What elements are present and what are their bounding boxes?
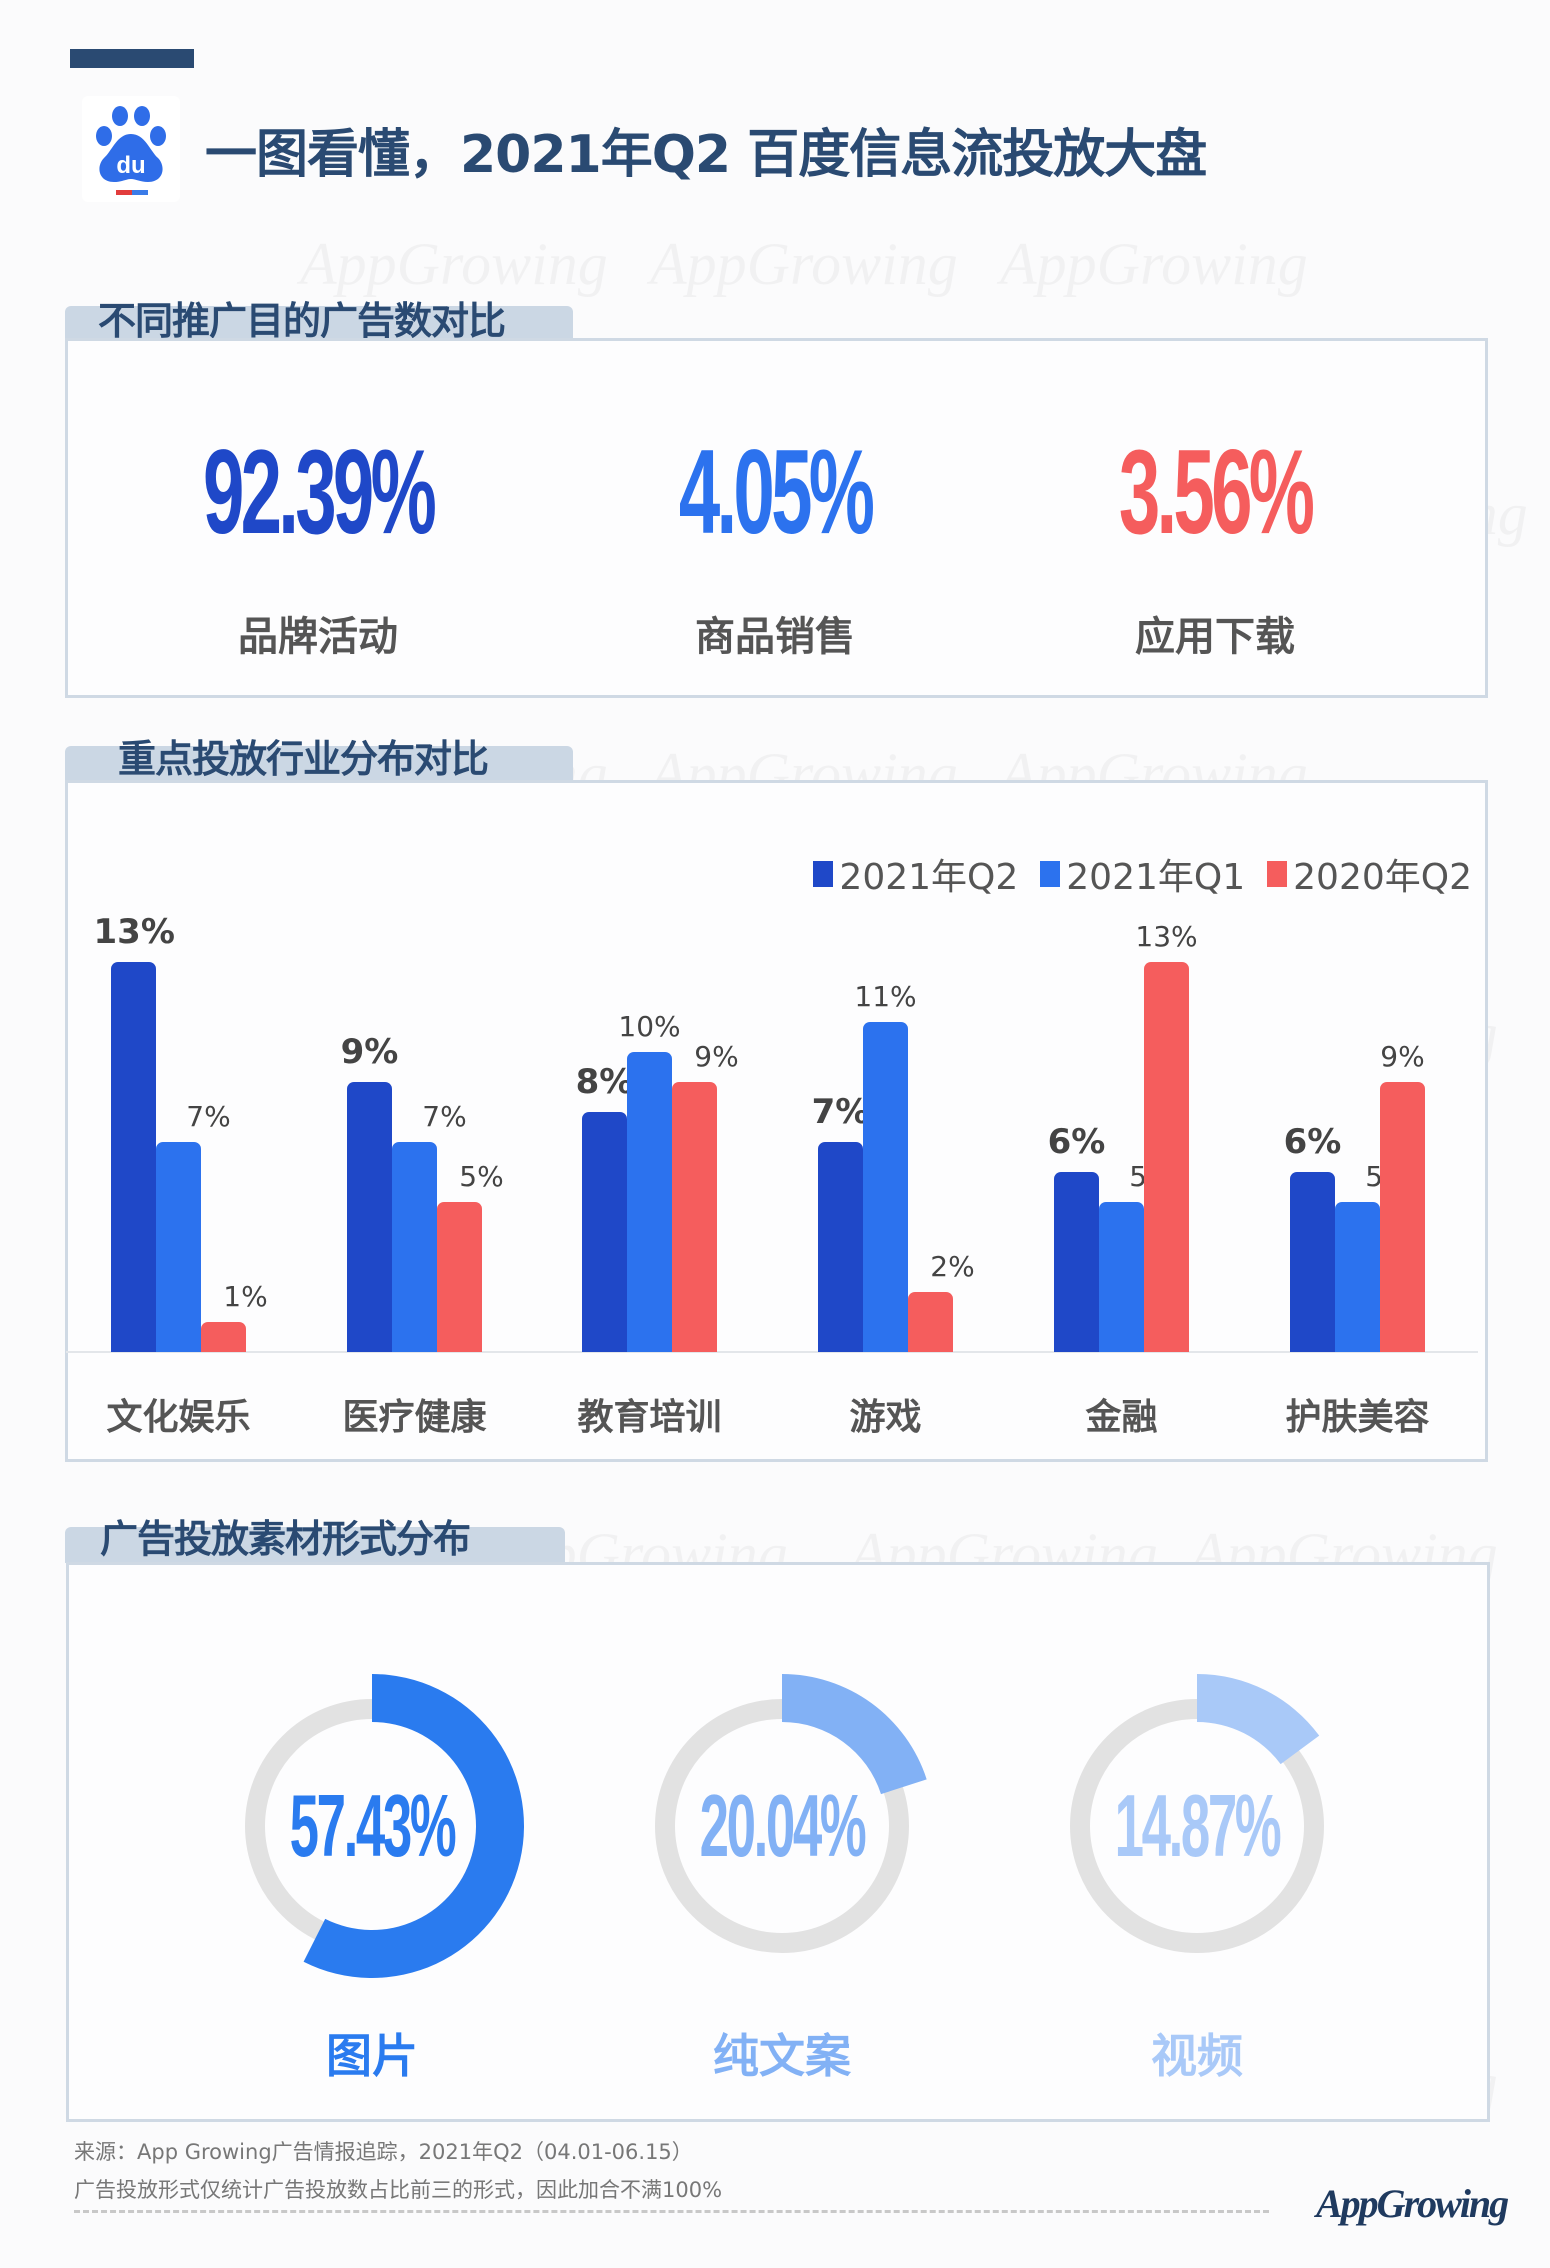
bar-value-label: 6%: [1047, 1122, 1106, 1162]
format-panel: [66, 1562, 1490, 2122]
legend-swatch: [1040, 861, 1061, 887]
legend-label: 2021年Q1: [1066, 857, 1246, 898]
category-label: 医疗健康: [342, 1397, 487, 1438]
source-note: 来源：App Growing广告情报追踪，2021年Q2（04.01-06.15…: [74, 2140, 693, 2164]
donut-label: 纯文案: [713, 2029, 851, 2083]
watermark-text: AppGrowing: [300, 230, 608, 299]
bar-value-label: 11%: [854, 980, 917, 1013]
legend-swatch: [813, 861, 834, 887]
bar-value-label: 9%: [340, 1032, 399, 1072]
bar-value-label: 7%: [422, 1100, 467, 1133]
bar-value-label: 2%: [930, 1250, 975, 1283]
donut-percentage: 20.04%: [699, 1776, 867, 1875]
legend-label: 2021年Q2: [839, 857, 1019, 898]
section-tab-goals: [65, 306, 573, 342]
category-label: 文化娱乐: [106, 1397, 251, 1438]
goal-label: 品牌活动: [238, 614, 398, 660]
bar: [863, 1022, 908, 1352]
bar: [672, 1082, 717, 1352]
goal-percentage: 3.56%: [1118, 425, 1315, 559]
goal-percentage: 92.39%: [202, 425, 437, 559]
bar-value-label: 8%: [575, 1062, 634, 1102]
legend-label: 2020年Q2: [1293, 857, 1472, 898]
goals-panel: [65, 338, 1488, 698]
chart-baseline: [66, 1351, 1478, 1353]
bar: [1099, 1202, 1144, 1352]
bar: [627, 1052, 672, 1352]
category-label: 金融: [1085, 1397, 1158, 1438]
section-title-goals: 不同推广目的广告数对比: [98, 299, 506, 343]
page-title: 一图看懂，2021年Q2 百度信息流投放大盘: [205, 125, 1207, 185]
bar: [347, 1082, 392, 1352]
header-accent-bar: [70, 49, 194, 68]
section-title-industry: 重点投放行业分布对比: [118, 737, 489, 781]
bar: [111, 962, 156, 1352]
bar-value-label: 5%: [459, 1160, 504, 1193]
brand-text: AppGrowing: [1316, 2181, 1509, 2226]
watermark-text: AppGrowing: [650, 230, 958, 299]
donut-label: 视频: [1151, 2029, 1243, 2083]
disclaimer-note: 广告投放形式仅统计广告投放数占比前三的形式，因此加合不满100%: [74, 2178, 723, 2202]
donut-chart: [655, 1674, 927, 1953]
donut-chart: [1070, 1674, 1324, 1953]
bar: [908, 1292, 953, 1352]
category-label: 护肤美容: [1285, 1397, 1430, 1438]
donut-percentage: 57.43%: [289, 1776, 457, 1875]
bar-value-label: 7%: [811, 1092, 870, 1132]
bar: [437, 1202, 482, 1352]
donut-label: 图片: [326, 2029, 418, 2083]
bar: [582, 1112, 627, 1352]
baidu-logo: du: [82, 96, 180, 202]
bar-value-label: 6%: [1283, 1122, 1342, 1162]
baidu-paw-icon: du: [96, 106, 166, 195]
bar-value-label: 1%: [223, 1280, 268, 1313]
bar-value-label: 9%: [694, 1040, 739, 1073]
watermark-text: AppGrowing: [1000, 230, 1308, 299]
section-title-format: 广告投放素材形式分布: [100, 1517, 471, 1561]
bar: [818, 1142, 863, 1352]
bar: [156, 1142, 201, 1352]
bar-value-label: 10%: [618, 1010, 681, 1043]
chart-legend: 2021年Q2 2021年Q1 2020年Q2: [813, 848, 1472, 900]
svg-text:du: du: [116, 152, 145, 179]
legend-item: 2021年Q1: [1040, 848, 1245, 900]
bar: [1054, 1172, 1099, 1352]
bar: [392, 1142, 437, 1352]
bar-value-label: 13%: [1135, 920, 1198, 953]
goal-percentage: 4.05%: [678, 425, 875, 559]
appgrowing-logo: AppGrowing: [1316, 2180, 1509, 2227]
legend-item: 2021年Q2: [813, 848, 1018, 900]
section-tab-industry: [65, 746, 573, 782]
bar-value-label: 9%: [1380, 1040, 1425, 1073]
legend-swatch: [1267, 861, 1288, 887]
bar-value-label: 13%: [93, 912, 175, 952]
bar-value-label: 7%: [186, 1100, 231, 1133]
goal-label: 商品销售: [695, 614, 855, 660]
legend-item: 2020年Q2: [1267, 848, 1472, 900]
category-label: 游戏: [849, 1397, 922, 1438]
industry-panel: [65, 780, 1488, 1462]
category-label: 教育培训: [577, 1397, 722, 1438]
bar: [201, 1322, 246, 1352]
donut-percentage: 14.87%: [1114, 1776, 1282, 1875]
section-tab-format: [65, 1527, 565, 1563]
bar: [1335, 1202, 1380, 1352]
goal-label: 应用下载: [1135, 614, 1295, 660]
donut-chart: [245, 1674, 524, 1978]
bar: [1380, 1082, 1425, 1352]
footer-divider: [74, 2210, 1269, 2213]
bar: [1144, 962, 1189, 1352]
bar: [1290, 1172, 1335, 1352]
